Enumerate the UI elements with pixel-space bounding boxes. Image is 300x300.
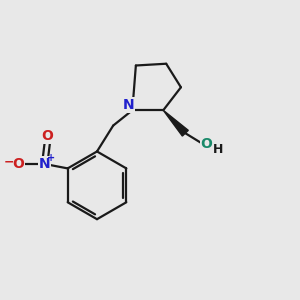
Text: O: O: [12, 157, 24, 171]
Text: O: O: [42, 129, 54, 143]
Text: H: H: [212, 143, 223, 156]
Text: N: N: [39, 157, 50, 171]
Text: −: −: [4, 155, 14, 168]
Text: N: N: [123, 98, 135, 112]
Text: O: O: [201, 137, 212, 152]
Text: +: +: [46, 153, 55, 163]
Polygon shape: [163, 110, 188, 136]
